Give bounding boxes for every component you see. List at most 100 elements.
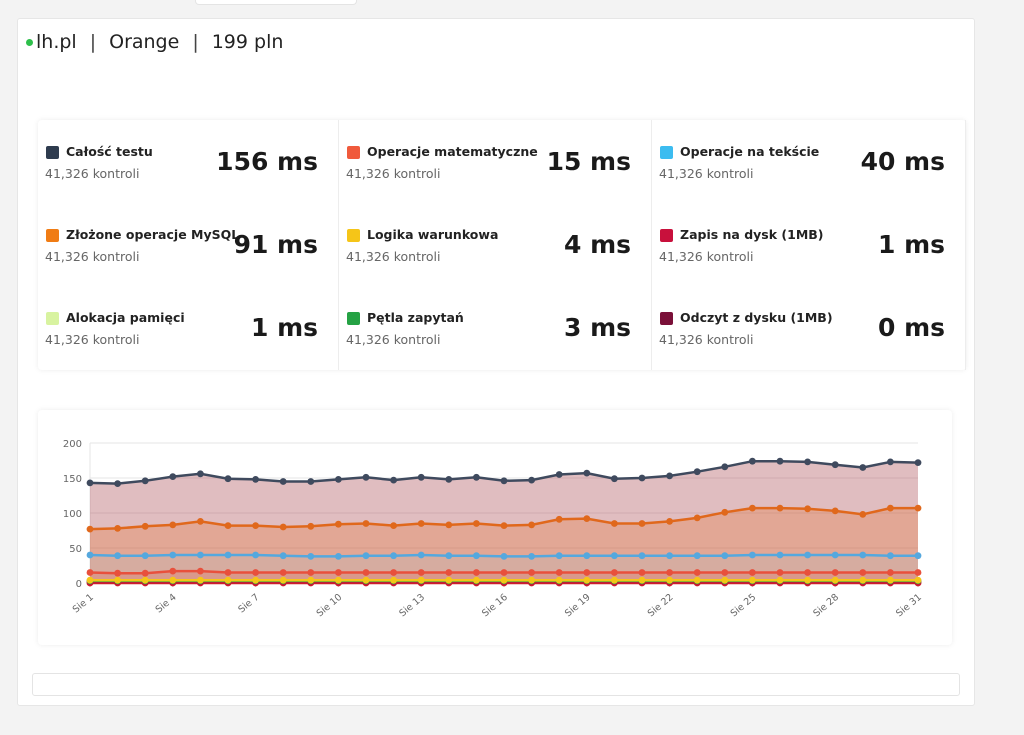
data-point <box>528 553 535 560</box>
data-point <box>86 551 94 559</box>
data-point <box>362 552 370 560</box>
data-point <box>611 576 618 584</box>
data-point <box>445 521 453 529</box>
data-point <box>914 504 922 512</box>
x-tick-label: Sie 22 <box>646 592 676 619</box>
stat-name: Pętla zapytań <box>367 310 464 325</box>
data-point <box>390 552 397 560</box>
data-point <box>611 552 618 560</box>
x-tick-label: Sie 25 <box>729 592 759 619</box>
data-point <box>638 552 646 560</box>
data-point <box>224 569 232 576</box>
data-point <box>859 576 867 584</box>
host-name[interactable]: lh.pl <box>36 31 77 53</box>
x-tick-label: Sie 1 <box>71 592 96 616</box>
stat-count: 41,326 kontroli <box>45 166 140 181</box>
stat-name: Operacje na tekście <box>680 144 820 159</box>
data-point <box>749 569 756 576</box>
data-point <box>362 569 370 576</box>
data-point <box>831 507 839 515</box>
data-point <box>252 522 259 529</box>
data-point <box>197 551 204 559</box>
data-point <box>804 505 811 513</box>
data-point <box>114 576 121 584</box>
data-point <box>749 551 756 559</box>
stat-name: Złożone operacje MySQL <box>66 227 240 242</box>
data-point <box>141 569 149 577</box>
operator-name: Orange <box>109 31 180 53</box>
data-point <box>583 576 591 584</box>
top-tab[interactable] <box>195 0 357 5</box>
stat-item: Całość testu 41,326 kontroli 156 ms <box>38 120 338 203</box>
data-point <box>887 576 894 584</box>
data-point <box>693 576 701 584</box>
data-point <box>279 552 287 560</box>
data-point <box>86 479 94 487</box>
data-point <box>224 475 232 483</box>
data-point <box>114 552 121 560</box>
data-point <box>859 511 867 518</box>
data-point <box>224 522 232 529</box>
data-point <box>611 569 618 576</box>
data-point <box>473 576 480 584</box>
host-card: lh.pl | Orange | 199 pln Całość testu 41,… <box>17 18 975 706</box>
data-point <box>721 552 729 560</box>
stat-item: Logika warunkowa 41,326 kontroli 4 ms <box>339 203 651 286</box>
data-point <box>583 515 591 522</box>
data-point <box>638 474 646 482</box>
stat-name: Operacje matematyczne <box>367 144 538 159</box>
data-point <box>390 569 397 576</box>
data-point <box>638 576 646 584</box>
data-point <box>307 553 315 560</box>
data-point <box>114 480 121 487</box>
data-point <box>86 569 94 576</box>
data-point <box>473 473 480 481</box>
legend-swatch-icon <box>347 229 360 242</box>
data-point <box>721 508 729 516</box>
stat-count: 41,326 kontroli <box>659 332 754 347</box>
data-point <box>721 569 729 576</box>
data-point <box>307 478 315 485</box>
data-point <box>776 504 784 512</box>
series-area <box>90 461 918 583</box>
data-point <box>197 518 204 525</box>
data-point <box>776 576 784 584</box>
x-tick-label: Sie 19 <box>563 592 593 619</box>
stat-count: 41,326 kontroli <box>45 249 140 264</box>
header-separator: | <box>89 31 97 53</box>
data-point <box>693 552 701 560</box>
data-point <box>417 520 425 527</box>
data-point <box>307 522 315 530</box>
data-point <box>528 476 535 484</box>
data-point <box>86 525 94 533</box>
legend-swatch-icon <box>347 312 360 325</box>
data-point <box>335 576 342 584</box>
data-point <box>224 576 232 584</box>
data-point <box>141 522 149 530</box>
stat-value: 4 ms <box>563 230 631 259</box>
data-point <box>914 576 922 584</box>
legend-swatch-icon <box>46 312 59 325</box>
data-point <box>914 459 922 466</box>
data-point <box>197 470 204 478</box>
x-tick-label: Sie 16 <box>480 592 510 619</box>
stat-item: Zapis na dysk (1MB) 41,326 kontroli 1 ms <box>652 203 965 286</box>
data-point <box>169 473 177 480</box>
data-point <box>749 576 756 584</box>
data-point <box>473 569 480 576</box>
stat-name: Logika warunkowa <box>367 227 499 242</box>
data-point <box>693 468 701 476</box>
data-point <box>169 576 177 584</box>
y-tick-label: 100 <box>63 509 82 520</box>
data-point <box>721 576 729 584</box>
data-point <box>279 523 287 531</box>
data-point <box>473 520 480 527</box>
stat-name: Alokacja pamięci <box>66 310 185 325</box>
data-point <box>445 552 453 560</box>
stats-panel: Całość testu 41,326 kontroli 156 ms Złożone… <box>38 120 966 370</box>
data-point <box>528 521 535 529</box>
stats-column: Operacje na tekście 41,326 kontroli 40 ms Z… <box>652 120 966 370</box>
data-point <box>887 458 894 466</box>
data-point <box>335 476 342 483</box>
stats-column: Całość testu 41,326 kontroli 156 ms Złożone… <box>38 120 339 370</box>
